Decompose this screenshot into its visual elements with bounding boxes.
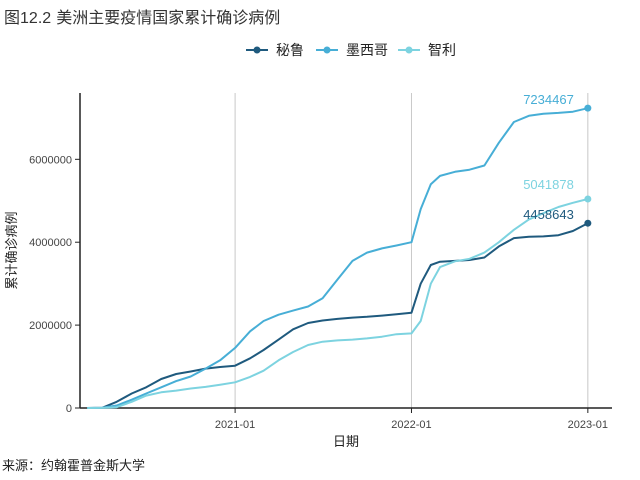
end-label: 4458643	[523, 207, 574, 222]
grid-lines	[234, 93, 589, 408]
y-tick-label: 6000000	[29, 154, 72, 166]
x-tick-label: 2021-01	[215, 419, 255, 431]
series-line	[87, 222, 589, 409]
series-end-point	[584, 219, 592, 227]
series-end-point	[584, 195, 592, 203]
legend: 秘鲁 墨西哥 智利	[246, 43, 456, 59]
series-end-point	[584, 104, 592, 112]
x-axis-title: 日期	[333, 435, 359, 450]
legend-label: 智利	[428, 43, 456, 59]
series-line	[87, 198, 589, 409]
y-tick-label: 4000000	[29, 237, 72, 249]
legend-label: 墨西哥	[346, 43, 388, 59]
y-tick-label: 2000000	[29, 320, 72, 332]
title-number: 12.2	[20, 10, 52, 27]
x-tick-label: 2022-01	[391, 419, 431, 431]
source-note: 来源：约翰霍普金斯大学	[2, 459, 146, 474]
x-tick-label: 2023-01	[568, 419, 608, 431]
series-line	[87, 107, 589, 409]
end-label: 7234467	[523, 92, 574, 107]
legend-key-point	[405, 46, 413, 54]
end-label: 5041878	[523, 177, 574, 192]
legend-label: 秘鲁	[276, 43, 304, 59]
chart-title: 图12.2 美洲主要疫情国家累计确诊病例	[4, 4, 280, 28]
title-text: 美洲主要疫情国家累计确诊病例	[56, 8, 281, 27]
y-tick-label: 0	[66, 403, 72, 415]
title-prefix: 图	[4, 8, 21, 27]
legend-key-point	[253, 46, 261, 54]
end-labels: 4458643 7234467 5041878	[523, 92, 574, 222]
y-axis-title: 累计确诊病例	[5, 211, 20, 289]
legend-key-point	[323, 46, 331, 54]
series-lines	[87, 104, 592, 409]
axes: 2021-01 2022-01 2023-01 0 2000000 4000000 6000…	[5, 93, 612, 450]
